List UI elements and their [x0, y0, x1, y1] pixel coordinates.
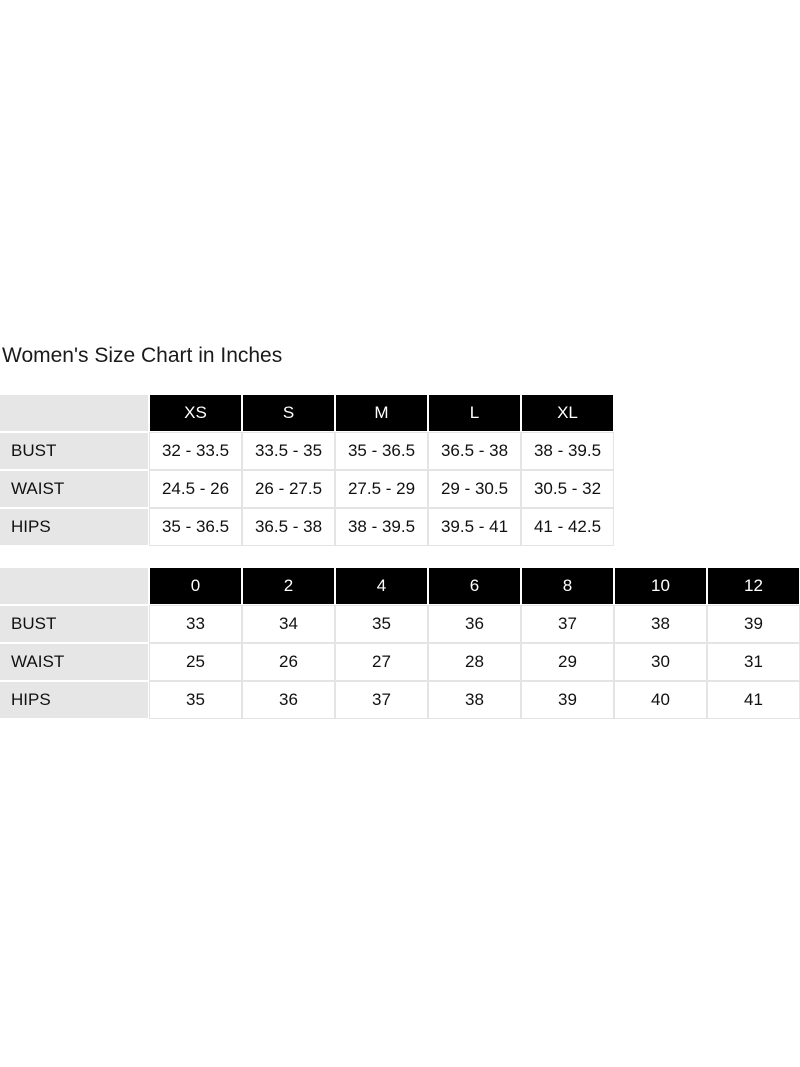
size-header: 12: [708, 568, 799, 604]
measurement-cell: 39.5 - 41: [428, 508, 521, 546]
size-header: L: [429, 395, 520, 431]
measurement-cell: 29 - 30.5: [428, 470, 521, 508]
size-header: 6: [429, 568, 520, 604]
measurement-cell: 37: [335, 681, 428, 719]
measurement-cell: 38: [428, 681, 521, 719]
measurement-cell: 38: [614, 605, 707, 643]
page-title: Women's Size Chart in Inches: [2, 344, 283, 367]
measurement-cell: 41: [707, 681, 800, 719]
row-label: BUST: [0, 606, 148, 642]
size-header: S: [243, 395, 334, 431]
size-header: 8: [522, 568, 613, 604]
measurement-cell: 36: [428, 605, 521, 643]
letter-size-table: XS S M L XL BUST 32 - 33.5 33.5 - 35 35 - 36.5 36…: [0, 395, 614, 546]
measurement-cell: 33: [149, 605, 242, 643]
row-label: HIPS: [0, 509, 148, 545]
measurement-cell: 26 - 27.5: [242, 470, 335, 508]
measurement-cell: 40: [614, 681, 707, 719]
measurement-cell: 33.5 - 35: [242, 432, 335, 470]
measurement-cell: 41 - 42.5: [521, 508, 614, 546]
size-header: 2: [243, 568, 334, 604]
measurement-cell: 35 - 36.5: [149, 508, 242, 546]
measurement-cell: 36.5 - 38: [242, 508, 335, 546]
measurement-cell: 27: [335, 643, 428, 681]
numeric-size-table: 0 2 4 6 8 10 12 BUST 33 34 35 36 37 38 39 WAIST 25 26 27 28…: [0, 568, 800, 719]
measurement-cell: 35 - 36.5: [335, 432, 428, 470]
measurement-cell: 28: [428, 643, 521, 681]
measurement-cell: 35: [335, 605, 428, 643]
measurement-cell: 30: [614, 643, 707, 681]
size-header: 4: [336, 568, 427, 604]
measurement-cell: 34: [242, 605, 335, 643]
size-header: 0: [150, 568, 241, 604]
measurement-cell: 36: [242, 681, 335, 719]
row-label: WAIST: [0, 644, 148, 680]
measurement-cell: 38 - 39.5: [521, 432, 614, 470]
corner-cell: [0, 568, 148, 604]
measurement-cell: 25: [149, 643, 242, 681]
row-label: BUST: [0, 433, 148, 469]
size-header: 10: [615, 568, 706, 604]
measurement-cell: 27.5 - 29: [335, 470, 428, 508]
measurement-cell: 29: [521, 643, 614, 681]
row-label: HIPS: [0, 682, 148, 718]
size-header: XL: [522, 395, 613, 431]
measurement-cell: 39: [521, 681, 614, 719]
measurement-cell: 32 - 33.5: [149, 432, 242, 470]
measurement-cell: 36.5 - 38: [428, 432, 521, 470]
size-header: XS: [150, 395, 241, 431]
measurement-cell: 31: [707, 643, 800, 681]
size-header: M: [336, 395, 427, 431]
measurement-cell: 39: [707, 605, 800, 643]
measurement-cell: 26: [242, 643, 335, 681]
measurement-cell: 35: [149, 681, 242, 719]
measurement-cell: 30.5 - 32: [521, 470, 614, 508]
row-label: WAIST: [0, 471, 148, 507]
measurement-cell: 38 - 39.5: [335, 508, 428, 546]
measurement-cell: 37: [521, 605, 614, 643]
measurement-cell: 24.5 - 26: [149, 470, 242, 508]
corner-cell: [0, 395, 148, 431]
